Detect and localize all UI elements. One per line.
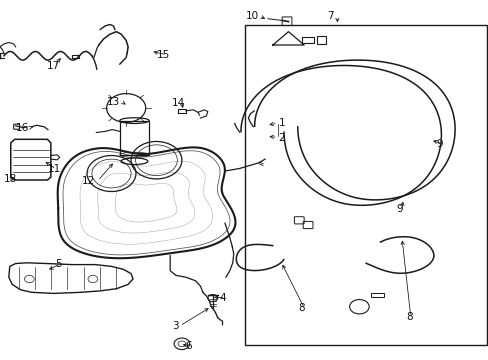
Bar [245, 25, 486, 345]
Text: 12: 12 [82, 176, 95, 186]
Bar [302, 37, 314, 43]
Text: 16: 16 [16, 123, 29, 133]
Text: 7: 7 [326, 11, 333, 21]
Bar [370, 293, 384, 297]
Text: 11: 11 [48, 164, 61, 174]
Text: 6: 6 [184, 341, 191, 351]
Bar [120, 121, 149, 155]
Text: 2: 2 [278, 132, 285, 143]
Text: 4: 4 [219, 293, 225, 303]
Text: 17: 17 [46, 60, 60, 71]
Text: 9: 9 [395, 204, 402, 214]
Text: 8: 8 [405, 312, 412, 322]
Text: 5: 5 [55, 258, 61, 269]
Text: 14: 14 [172, 98, 185, 108]
Text: 13: 13 [106, 96, 120, 107]
Bar [316, 36, 325, 44]
Text: 10: 10 [245, 11, 258, 21]
Text: 3: 3 [172, 321, 179, 331]
Text: 8: 8 [298, 303, 305, 313]
Text: 18: 18 [4, 174, 17, 184]
Text: 1: 1 [278, 118, 285, 128]
Text: 15: 15 [156, 50, 169, 60]
Text: 9: 9 [435, 139, 442, 149]
